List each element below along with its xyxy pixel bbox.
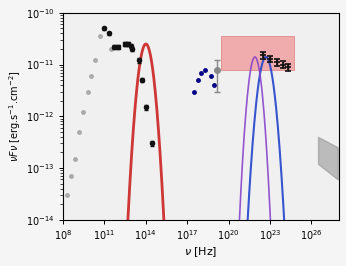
Bar xyxy=(221,36,293,69)
Y-axis label: $\nu F\nu$ [erg.s$^{-1}$.cm$^{-2}$]: $\nu F\nu$ [erg.s$^{-1}$.cm$^{-2}$] xyxy=(7,70,23,162)
X-axis label: $\nu$ [Hz]: $\nu$ [Hz] xyxy=(184,245,218,259)
